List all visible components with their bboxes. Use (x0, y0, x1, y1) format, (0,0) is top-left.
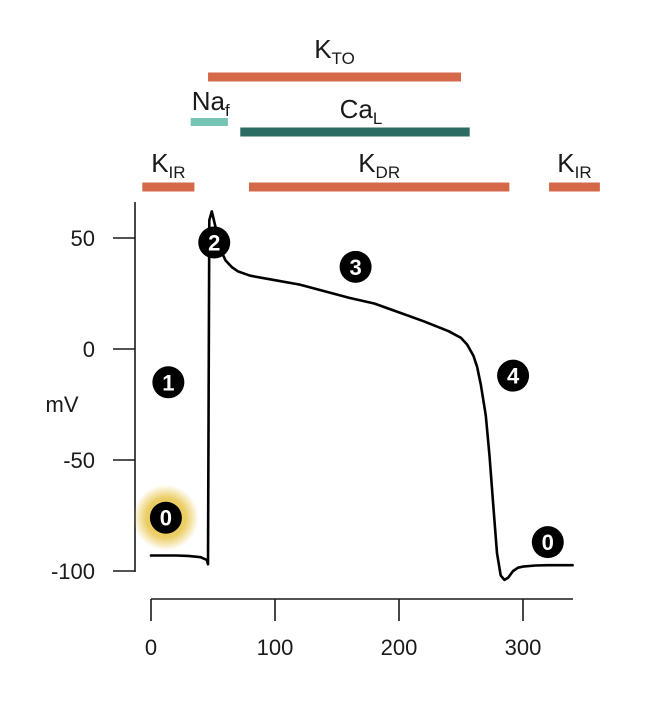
phase-circle (339, 250, 372, 283)
x-tick-label: 300 (505, 635, 542, 660)
phase-circle (497, 359, 530, 392)
y-tick-label: 0 (83, 337, 95, 362)
phase-circle (531, 526, 564, 559)
channel-label-kto: KTO (314, 34, 355, 68)
phase-circle (152, 366, 185, 399)
channel-label-kir: KIR (151, 148, 185, 182)
channel-label-sub: TO (332, 49, 355, 68)
x-tick-label: 200 (381, 635, 418, 660)
phase-label: 4 (507, 364, 520, 389)
channel-label-sub: IR (575, 163, 592, 182)
channel-label-main: K (557, 148, 575, 178)
phase-circle (149, 501, 182, 534)
x-tick-label: 100 (257, 635, 294, 660)
phase-marker-2: 2 (198, 226, 231, 259)
channel-label-sub: DR (376, 163, 401, 182)
axes: mV (46, 202, 573, 600)
channel-label-main: Ca (340, 94, 374, 124)
phase-marker-0: 0 (132, 484, 199, 551)
channel-label-naf: Naf (192, 86, 230, 120)
channel-label-kdr: KDR (358, 148, 400, 182)
phase-circle (198, 226, 231, 259)
phase-marker-4: 4 (497, 359, 530, 392)
phase-marker-1: 1 (152, 366, 185, 399)
channel-label-sub: IR (169, 163, 186, 182)
channel-label-cal: CaL (340, 94, 383, 128)
phase-label: 0 (160, 506, 172, 531)
phase-label: 3 (349, 255, 361, 280)
action-potential-trace (149, 210, 574, 582)
channel-label-main: K (151, 148, 169, 178)
phase-label: 2 (208, 230, 220, 255)
phase-marker-0: 0 (531, 526, 564, 559)
channel-label-main: K (358, 148, 376, 178)
phase-label: 0 (542, 530, 554, 555)
y-tick-label: -100 (51, 559, 95, 584)
channel-label-sub: L (373, 109, 382, 128)
y-tick-label: 50 (71, 226, 95, 251)
channel-label-kir: KIR (557, 148, 591, 182)
phase-marker-3: 3 (339, 250, 372, 283)
trace-layer (149, 210, 574, 582)
axis-ticks: 50 0 -50 -100 0 100 200 300 (51, 226, 541, 660)
y-axis-label: mV (46, 392, 79, 417)
channel-label-main: K (314, 34, 332, 64)
channel-label-sub: f (225, 101, 230, 120)
channel-label-main: Na (192, 86, 226, 116)
x-tick-label: 0 (145, 635, 157, 660)
phase-label: 1 (162, 370, 174, 395)
phase-markers: 0 1 2 3 4 0 (132, 226, 564, 559)
y-tick-label: -50 (63, 448, 95, 473)
